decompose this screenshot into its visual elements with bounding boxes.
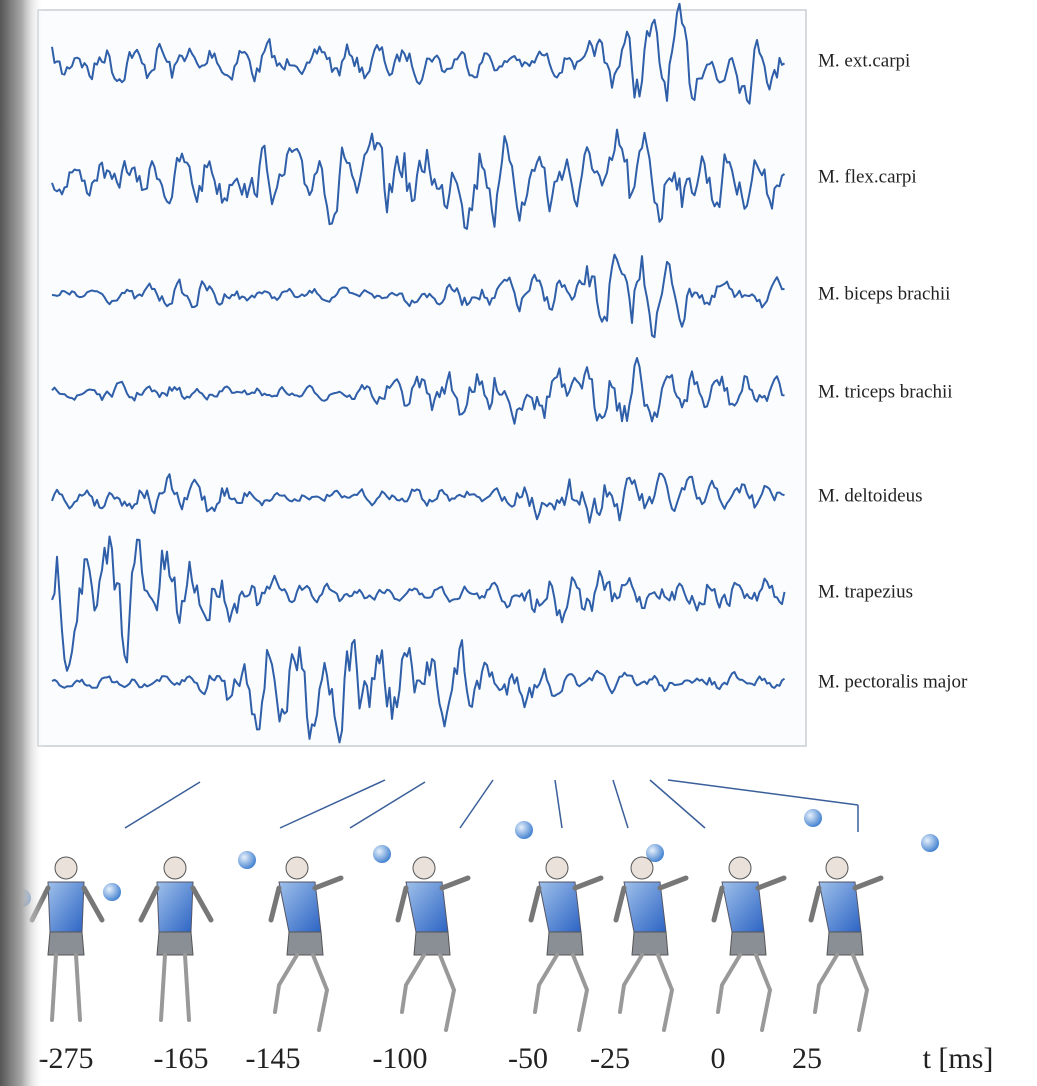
ball — [515, 821, 533, 839]
head — [413, 857, 435, 879]
ball — [373, 845, 391, 863]
head — [826, 857, 848, 879]
shirt — [48, 882, 84, 932]
shorts — [287, 932, 323, 955]
scan-shadow — [0, 0, 44, 1086]
muscle-label: M. pectoralis major — [818, 671, 968, 692]
muscle-label: M. biceps brachii — [818, 283, 950, 304]
shorts — [827, 932, 863, 955]
muscle-label: M. deltoideus — [818, 485, 923, 506]
muscle-label: M. triceps brachii — [818, 381, 953, 402]
ball — [804, 809, 822, 827]
shorts — [414, 932, 450, 955]
time-axis-label: t [ms] — [923, 1042, 994, 1075]
figure: M. ext.carpi M. flex.carpi M. biceps brach… — [0, 0, 1037, 1086]
muscle-label: M. flex.carpi — [818, 166, 917, 187]
head — [55, 857, 77, 879]
time-label: 0 — [711, 1042, 726, 1075]
time-label: -25 — [590, 1042, 630, 1075]
time-label: -145 — [246, 1042, 301, 1075]
shirt — [157, 882, 193, 932]
head — [546, 857, 568, 879]
head — [631, 857, 653, 879]
time-label: 25 — [792, 1042, 822, 1075]
time-label: -275 — [39, 1042, 94, 1075]
ball — [238, 851, 256, 869]
muscle-label: M. trapezius — [818, 581, 913, 602]
ball — [103, 883, 121, 901]
head — [286, 857, 308, 879]
muscle-label: M. ext.carpi — [818, 50, 910, 71]
time-label: -100 — [373, 1042, 428, 1075]
head — [164, 857, 186, 879]
shorts — [48, 932, 84, 955]
time-label: -165 — [154, 1042, 209, 1075]
shorts — [157, 932, 193, 955]
shorts — [547, 932, 583, 955]
time-label: -50 — [508, 1042, 548, 1075]
head — [729, 857, 751, 879]
shorts — [730, 932, 766, 955]
ball — [921, 834, 939, 852]
shorts — [632, 932, 668, 955]
